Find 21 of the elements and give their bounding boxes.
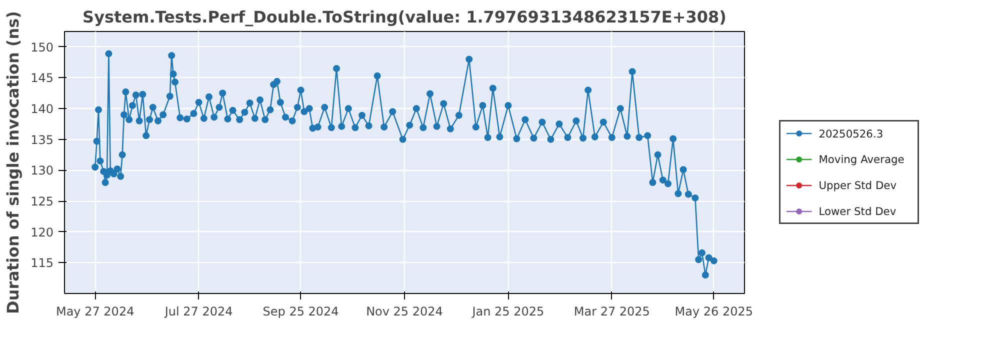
x-tick-label: May 26 2025 (674, 304, 754, 318)
y-tick-label: 115 (30, 256, 54, 270)
y-tick-label: 120 (30, 225, 54, 240)
legend-label: Lower Std Dev (818, 205, 896, 218)
x-tick-label: Sep 25 2024 (262, 304, 339, 318)
y-tick-label: 135 (30, 132, 54, 147)
y-tick-label: 130 (30, 164, 54, 178)
legend-label: 20250526.3 (818, 128, 884, 140)
y-tick-label: 150 (30, 40, 54, 54)
x-tick-label: Jan 25 2025 (471, 304, 544, 318)
x-tick-label: Jul 27 2024 (164, 304, 233, 318)
legend-label: Moving Average (818, 153, 904, 166)
chart-title: System.Tests.Perf_Double.ToString(value: 1.7976931348623157E+308) (82, 8, 726, 26)
y-tick-label: 145 (30, 71, 54, 86)
y-axis-title: Duration of single invocation (ns) (4, 11, 23, 314)
x-tick-label: Mar 27 2025 (574, 304, 650, 318)
y-tick-label: 140 (30, 102, 54, 116)
legend-label: Upper Std Dev (818, 179, 897, 192)
x-tick-label: May 27 2024 (56, 304, 134, 318)
x-tick-label: Nov 25 2024 (366, 304, 443, 318)
y-tick-label: 125 (30, 194, 54, 209)
